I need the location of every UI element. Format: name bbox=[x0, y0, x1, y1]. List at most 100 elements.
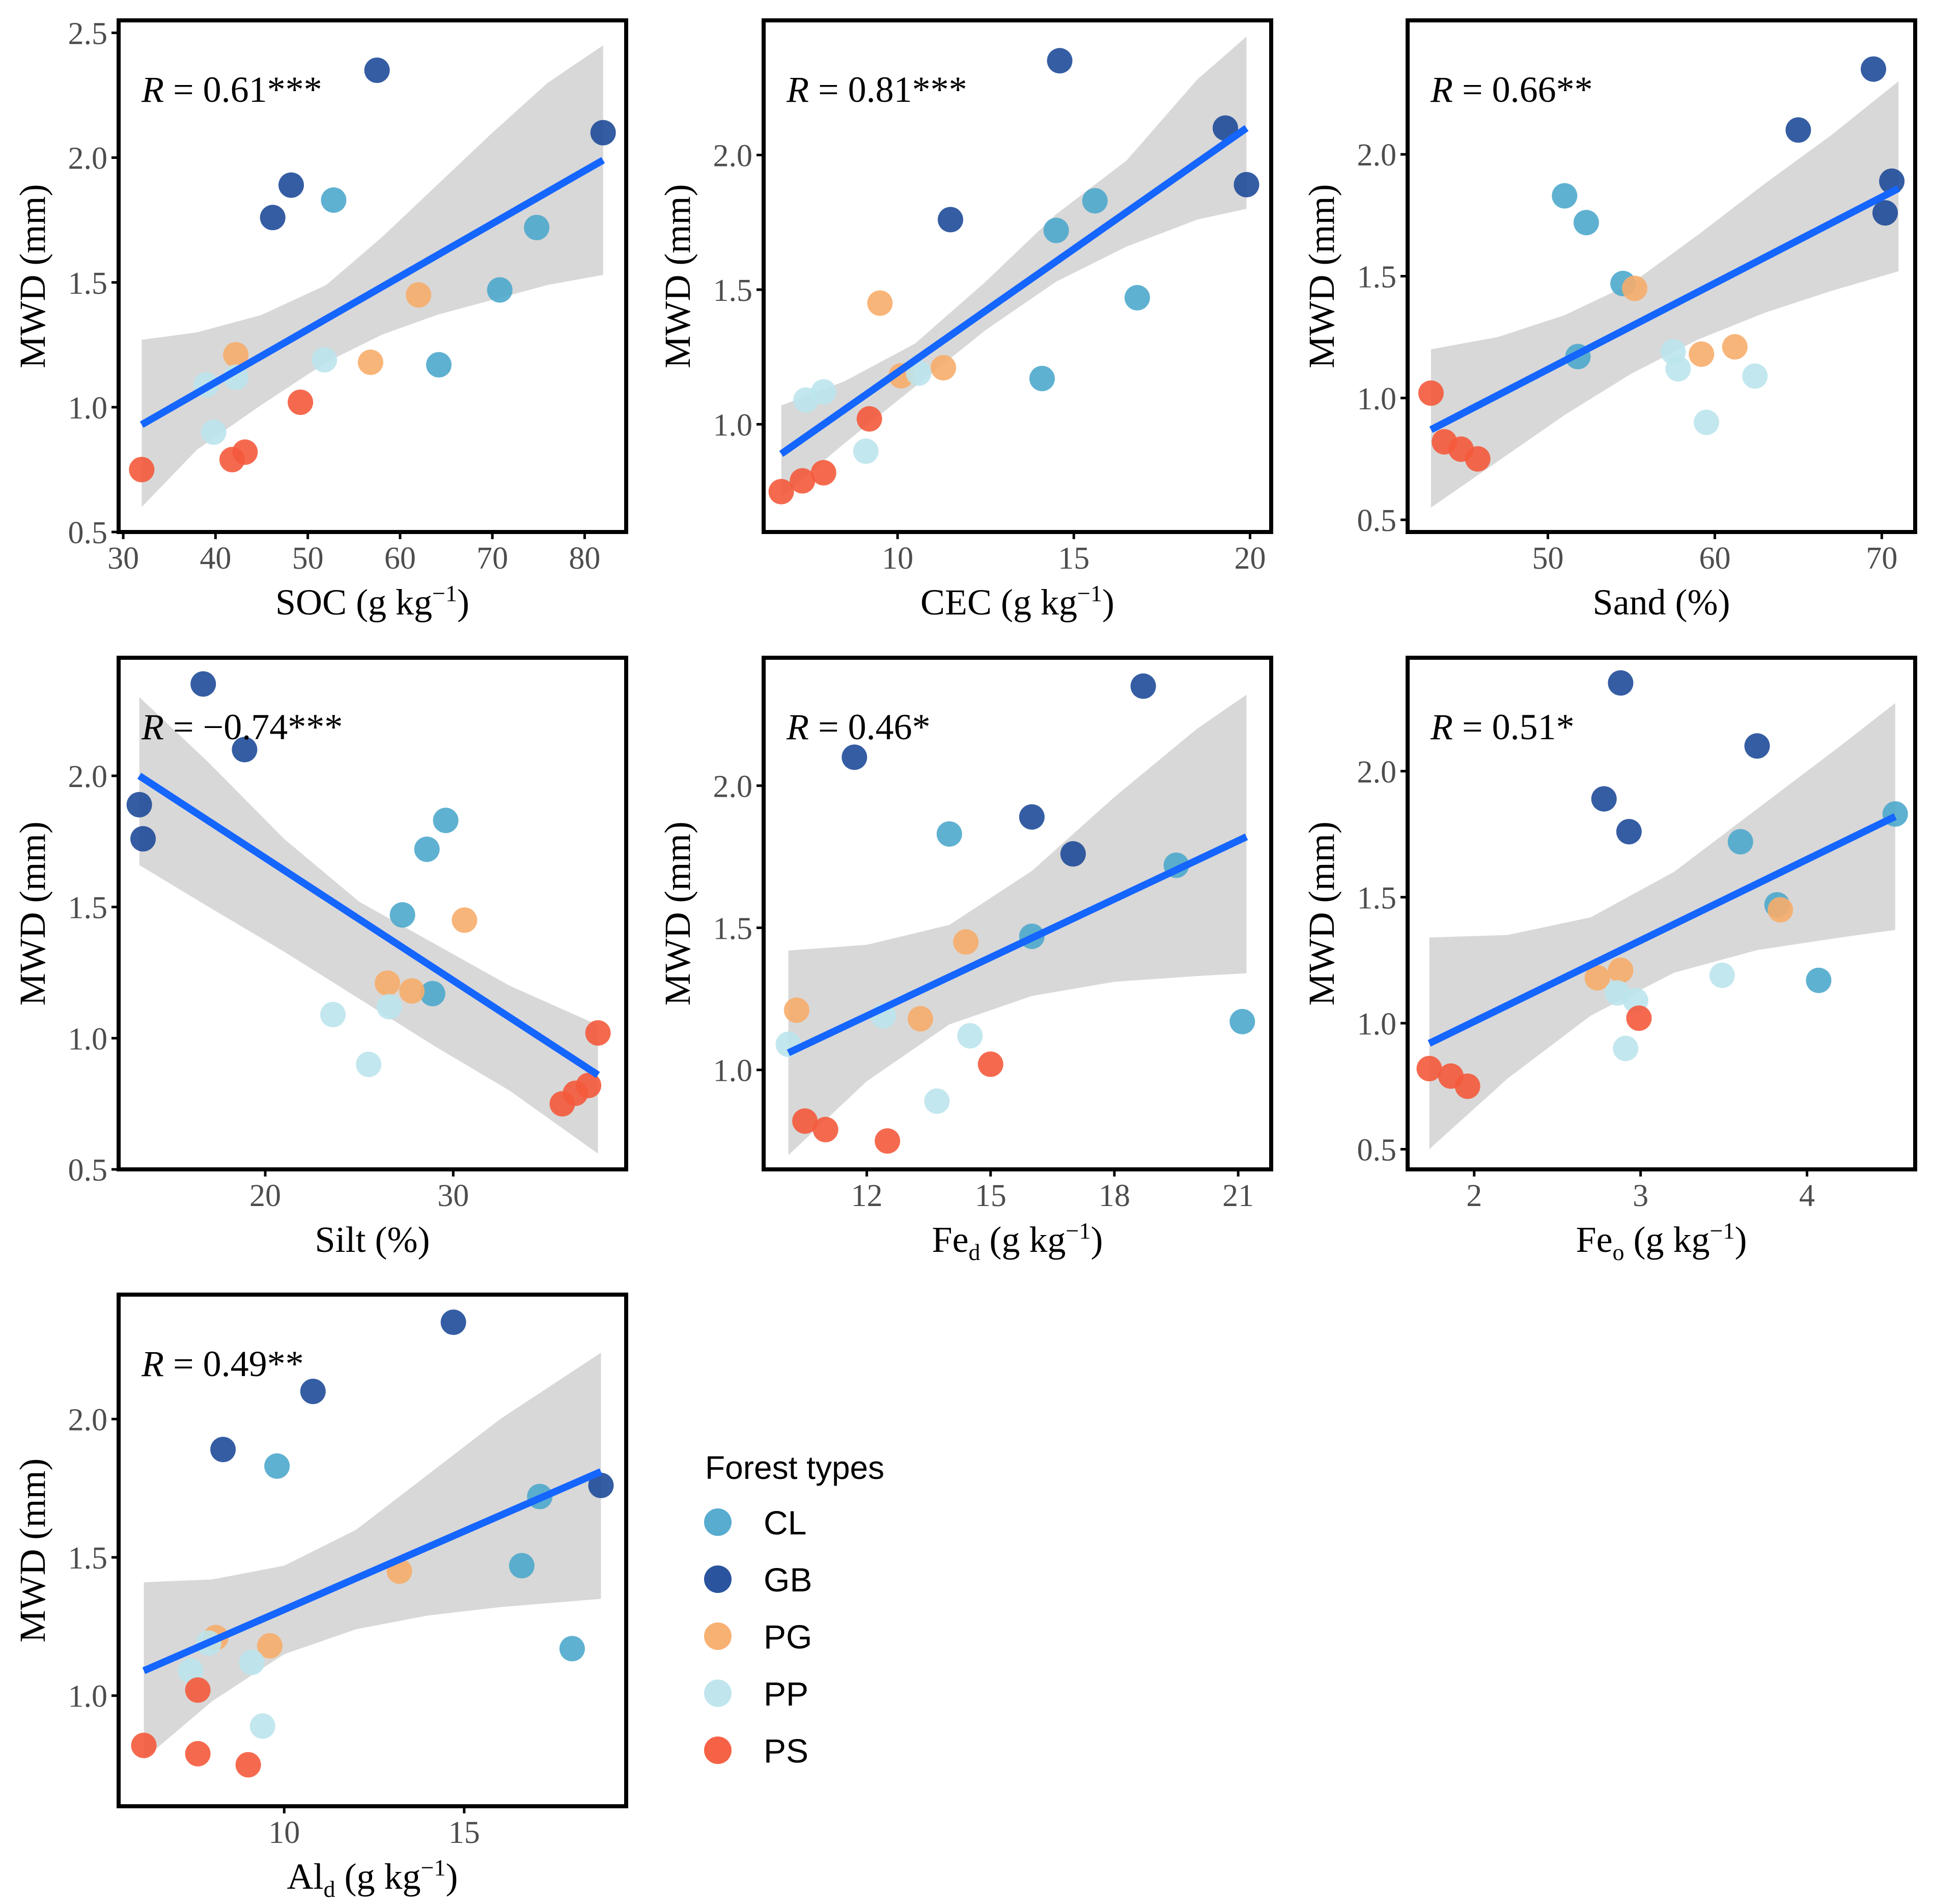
y-axis-label: MWD (mm) bbox=[1301, 184, 1342, 369]
point-PS bbox=[131, 1732, 157, 1758]
x-tick-label: 2 bbox=[1466, 1179, 1482, 1213]
point-CL bbox=[264, 1453, 290, 1479]
y-tick-label: 1.5 bbox=[68, 891, 108, 926]
point-GB bbox=[1019, 804, 1045, 830]
point-PG bbox=[1608, 957, 1634, 983]
point-PG bbox=[375, 970, 400, 996]
point-PG bbox=[399, 978, 425, 1004]
point-PG bbox=[931, 355, 957, 381]
point-PP bbox=[924, 1088, 950, 1114]
point-CL bbox=[1727, 829, 1753, 855]
point-GB bbox=[842, 744, 867, 770]
point-PS bbox=[875, 1128, 901, 1154]
y-tick-label: 2.0 bbox=[68, 1403, 108, 1437]
point-GB bbox=[278, 172, 304, 198]
point-CL bbox=[321, 187, 347, 213]
x-tick-label: 60 bbox=[1699, 541, 1730, 576]
point-CL bbox=[559, 1636, 585, 1662]
x-tick-label: 30 bbox=[437, 1179, 469, 1213]
point-PS bbox=[790, 468, 816, 494]
point-GB bbox=[1861, 56, 1886, 82]
y-tick-label: 0.5 bbox=[68, 516, 108, 550]
y-tick-label: 1.0 bbox=[1357, 382, 1397, 416]
x-tick-label: 50 bbox=[292, 541, 324, 576]
x-axis-label: Fed (g kg−1) bbox=[932, 1218, 1103, 1265]
point-GB bbox=[1872, 200, 1898, 226]
point-PP bbox=[810, 379, 836, 405]
y-axis-label: MWD (mm) bbox=[12, 1459, 53, 1643]
y-tick-label: 1.0 bbox=[713, 1054, 753, 1088]
point-PG bbox=[357, 349, 383, 375]
correlation-annotation: R = −0.74*** bbox=[141, 707, 343, 747]
y-tick-label: 1.0 bbox=[713, 408, 753, 442]
point-PP bbox=[320, 1001, 346, 1027]
x-axis-label: CEC (g kg−1) bbox=[920, 580, 1114, 623]
y-tick-label: 1.0 bbox=[68, 391, 108, 426]
point-CL bbox=[1229, 1009, 1255, 1034]
point-GB bbox=[1591, 786, 1617, 812]
legend-label-cl: CL bbox=[764, 1504, 806, 1542]
panel-silt: 0.5 1.0 1.5 2.0 20 30 MWD (mm) Silt (%) R = −0.7… bbox=[12, 656, 628, 1260]
point-GB bbox=[364, 58, 390, 83]
regression-line bbox=[787, 833, 1248, 1056]
point-PG bbox=[257, 1633, 283, 1659]
x-axis-label: SOC (g kg−1) bbox=[275, 580, 469, 623]
point-PS bbox=[1626, 1005, 1652, 1031]
point-CL bbox=[509, 1553, 535, 1579]
point-PP bbox=[201, 419, 227, 445]
point-PP bbox=[178, 1658, 204, 1684]
legend-label-ps: PS bbox=[764, 1732, 808, 1770]
point-GB bbox=[1130, 673, 1156, 699]
x-tick-label: 10 bbox=[268, 1815, 300, 1850]
x-tick-label: 12 bbox=[851, 1179, 883, 1213]
point-PS bbox=[235, 1752, 261, 1778]
point-PS bbox=[813, 1116, 838, 1142]
legend-key-gb bbox=[704, 1565, 732, 1593]
plot-frame bbox=[1406, 656, 1917, 1171]
panel-fed: 1.0 1.5 2.0 12 15 18 21 MWD (mm) Fed (g kg−1) R =… bbox=[657, 656, 1273, 1265]
x-tick-label: 3 bbox=[1633, 1179, 1648, 1213]
point-PP bbox=[1613, 1035, 1639, 1061]
point-PS bbox=[977, 1051, 1003, 1077]
legend-key-pg bbox=[704, 1622, 732, 1650]
point-CL bbox=[1029, 366, 1055, 391]
plot-frame bbox=[762, 18, 1273, 534]
point-PP bbox=[376, 994, 402, 1020]
point-CL bbox=[1043, 217, 1069, 243]
y-tick-label: 2.0 bbox=[713, 769, 753, 804]
point-PP bbox=[906, 360, 932, 386]
correlation-annotation: R = 0.46* bbox=[786, 707, 931, 747]
point-GB bbox=[1060, 841, 1086, 867]
point-PS bbox=[288, 389, 314, 415]
correlation-annotation: R = 0.66** bbox=[1430, 69, 1593, 110]
x-tick-label: 18 bbox=[1099, 1179, 1130, 1213]
panel-cec: 1.0 1.5 2.0 10 15 20 MWD (mm) CEC (g kg−1) R = 0… bbox=[657, 18, 1273, 623]
confidence-band bbox=[788, 694, 1247, 1156]
y-tick-label: 0.5 bbox=[68, 1153, 108, 1188]
point-GB bbox=[126, 792, 152, 818]
point-GB bbox=[1785, 117, 1811, 143]
regression-line bbox=[1429, 185, 1900, 433]
point-PS bbox=[1454, 1073, 1480, 1099]
y-tick-label: 1.5 bbox=[1357, 260, 1397, 295]
legend-key-cl bbox=[704, 1508, 732, 1536]
x-axis-label: Sand (%) bbox=[1593, 582, 1730, 623]
point-CL bbox=[414, 836, 440, 862]
legend-label-pg: PG bbox=[764, 1618, 812, 1656]
point-PG bbox=[223, 342, 249, 368]
y-tick-label: 1.0 bbox=[68, 1679, 108, 1714]
point-PP bbox=[957, 1023, 983, 1049]
point-PS bbox=[856, 406, 882, 432]
y-tick-label: 1.5 bbox=[68, 266, 108, 301]
point-PG bbox=[1722, 334, 1748, 360]
panel-sand: 0.5 1.0 1.5 2.0 50 60 70 MWD (mm) Sand (%) R = 0.… bbox=[1301, 18, 1917, 623]
point-PG bbox=[1768, 897, 1794, 923]
x-tick-label: 21 bbox=[1222, 1179, 1254, 1213]
point-PG bbox=[452, 907, 478, 933]
regression-line bbox=[1427, 813, 1897, 1047]
point-PS bbox=[219, 446, 245, 472]
x-tick-label: 20 bbox=[249, 1179, 281, 1213]
point-CL bbox=[1124, 285, 1150, 311]
point-PP bbox=[1604, 980, 1630, 1006]
point-GB bbox=[190, 671, 216, 697]
